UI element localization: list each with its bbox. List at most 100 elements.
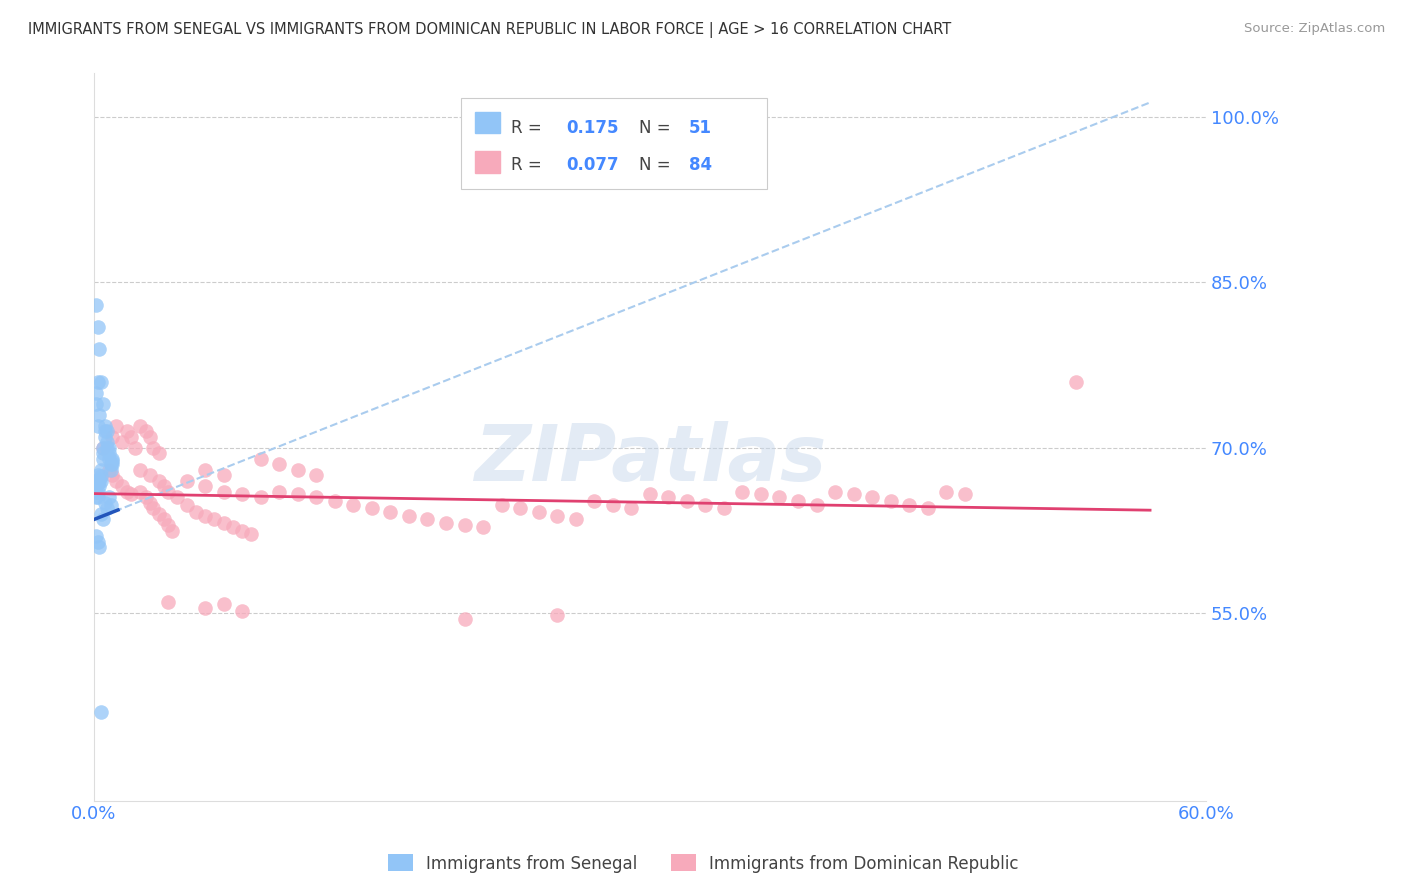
Text: R =: R = bbox=[510, 119, 547, 136]
Point bbox=[94, 418, 117, 433]
Point bbox=[101, 451, 124, 466]
Point bbox=[138, 468, 160, 483]
Point bbox=[453, 518, 475, 533]
Point bbox=[142, 501, 165, 516]
Point bbox=[184, 505, 207, 519]
Point bbox=[101, 454, 124, 468]
FancyBboxPatch shape bbox=[461, 98, 766, 189]
Point bbox=[917, 501, 939, 516]
Point bbox=[89, 479, 111, 493]
Point bbox=[231, 604, 253, 618]
Point bbox=[898, 498, 921, 512]
Point bbox=[287, 487, 309, 501]
Point bbox=[842, 487, 865, 501]
Point bbox=[91, 446, 114, 460]
Point bbox=[148, 474, 170, 488]
Point bbox=[129, 484, 152, 499]
Text: Source: ZipAtlas.com: Source: ZipAtlas.com bbox=[1244, 22, 1385, 36]
Point bbox=[91, 441, 114, 455]
Point bbox=[84, 479, 107, 493]
Point bbox=[157, 484, 180, 499]
Point bbox=[90, 706, 112, 720]
Point bbox=[212, 516, 235, 530]
Point bbox=[101, 458, 124, 472]
Text: 0.077: 0.077 bbox=[567, 156, 619, 175]
Point bbox=[90, 463, 112, 477]
Text: R =: R = bbox=[510, 156, 547, 175]
Point bbox=[787, 493, 810, 508]
Point bbox=[89, 342, 111, 356]
Point bbox=[124, 441, 146, 455]
Point bbox=[94, 496, 117, 510]
Point bbox=[138, 496, 160, 510]
Point bbox=[148, 446, 170, 460]
Point bbox=[100, 458, 122, 472]
Point bbox=[105, 418, 128, 433]
Point bbox=[101, 468, 124, 483]
Point bbox=[91, 512, 114, 526]
Point bbox=[94, 430, 117, 444]
Point bbox=[84, 397, 107, 411]
Point bbox=[94, 425, 117, 439]
Point bbox=[84, 484, 107, 499]
Point bbox=[153, 479, 176, 493]
Point bbox=[935, 484, 957, 499]
Point bbox=[101, 430, 124, 444]
Point bbox=[84, 297, 107, 311]
Point bbox=[222, 520, 245, 534]
Point bbox=[713, 501, 735, 516]
Point bbox=[86, 375, 108, 389]
Point bbox=[142, 441, 165, 455]
Point bbox=[249, 491, 271, 505]
Point bbox=[269, 458, 291, 472]
Point bbox=[602, 498, 624, 512]
Point bbox=[380, 505, 402, 519]
Text: 51: 51 bbox=[689, 119, 711, 136]
Point bbox=[86, 484, 108, 499]
Point bbox=[212, 598, 235, 612]
Point bbox=[89, 408, 111, 422]
Point bbox=[97, 446, 120, 460]
Point bbox=[135, 425, 157, 439]
Point bbox=[96, 435, 118, 450]
Point bbox=[96, 501, 118, 516]
Point bbox=[212, 484, 235, 499]
Text: N =: N = bbox=[638, 119, 675, 136]
Point bbox=[509, 501, 531, 516]
Point bbox=[953, 487, 976, 501]
Point bbox=[305, 468, 328, 483]
Point bbox=[342, 498, 364, 512]
Point bbox=[100, 463, 122, 477]
Text: IMMIGRANTS FROM SENEGAL VS IMMIGRANTS FROM DOMINICAN REPUBLIC IN LABOR FORCE | A: IMMIGRANTS FROM SENEGAL VS IMMIGRANTS FR… bbox=[28, 22, 952, 38]
Point bbox=[305, 491, 328, 505]
Point bbox=[806, 498, 828, 512]
Text: 0.175: 0.175 bbox=[567, 119, 619, 136]
Point bbox=[91, 451, 114, 466]
Point bbox=[97, 491, 120, 505]
Point bbox=[657, 491, 679, 505]
Point bbox=[453, 612, 475, 626]
Text: 84: 84 bbox=[689, 156, 711, 175]
Point bbox=[638, 487, 661, 501]
Point bbox=[212, 468, 235, 483]
Point bbox=[527, 505, 550, 519]
Point bbox=[160, 524, 183, 538]
Point bbox=[105, 474, 128, 488]
Point bbox=[194, 600, 217, 615]
Point bbox=[416, 512, 439, 526]
Text: N =: N = bbox=[638, 156, 675, 175]
Point bbox=[153, 512, 176, 526]
Point bbox=[111, 479, 134, 493]
Point bbox=[86, 319, 108, 334]
Point bbox=[97, 441, 120, 455]
Point bbox=[240, 526, 263, 541]
Point bbox=[89, 472, 111, 486]
Point bbox=[157, 518, 180, 533]
Point bbox=[491, 498, 513, 512]
Point bbox=[96, 425, 118, 439]
Point bbox=[166, 491, 188, 505]
Point bbox=[86, 476, 108, 491]
Point bbox=[97, 451, 120, 466]
Point bbox=[249, 451, 271, 466]
Point bbox=[90, 375, 112, 389]
